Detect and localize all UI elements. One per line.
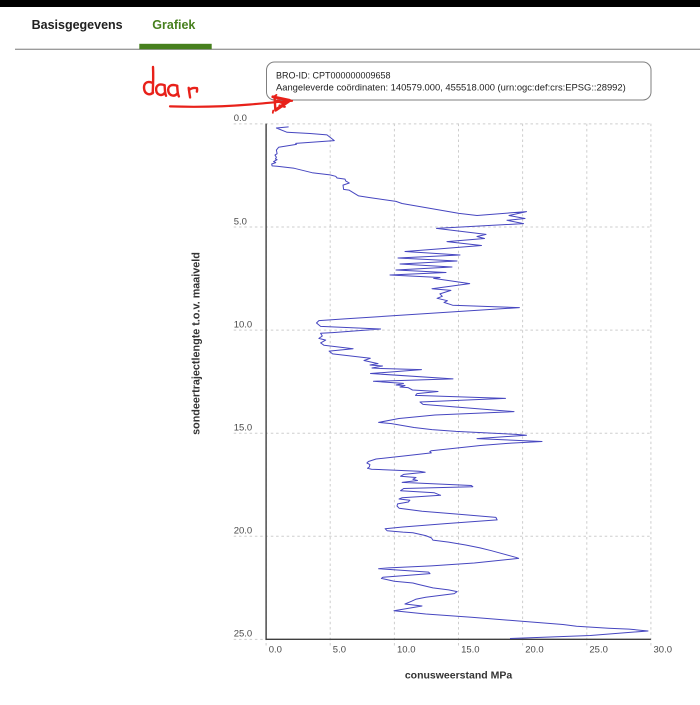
svg-text:0.0: 0.0 xyxy=(234,113,247,124)
svg-text:sondeertrajectlengte t.o.v. ma: sondeertrajectlengte t.o.v. maaiveld xyxy=(191,252,203,435)
svg-text:20.0: 20.0 xyxy=(234,526,253,537)
svg-text:BRO-ID: CPT000000009658: BRO-ID: CPT000000009658 xyxy=(276,71,391,81)
svg-text:30.0: 30.0 xyxy=(654,645,673,656)
svg-text:Aangeleverde coördinaten: 1405: Aangeleverde coördinaten: 140579.000, 45… xyxy=(276,82,626,93)
svg-text:25.0: 25.0 xyxy=(589,645,608,656)
svg-text:Grafiek: Grafiek xyxy=(152,18,195,32)
svg-text:25.0: 25.0 xyxy=(234,629,253,640)
svg-text:Basisgegevens: Basisgegevens xyxy=(32,18,123,32)
svg-text:5.0: 5.0 xyxy=(333,645,346,656)
svg-text:20.0: 20.0 xyxy=(525,645,544,656)
svg-text:conusweerstand MPa: conusweerstand MPa xyxy=(405,670,513,682)
svg-text:5.0: 5.0 xyxy=(234,216,247,227)
svg-text:10.0: 10.0 xyxy=(397,645,416,656)
svg-text:15.0: 15.0 xyxy=(234,423,253,434)
svg-text:0.0: 0.0 xyxy=(269,645,282,656)
svg-text:10.0: 10.0 xyxy=(234,319,253,330)
svg-text:15.0: 15.0 xyxy=(461,645,480,656)
